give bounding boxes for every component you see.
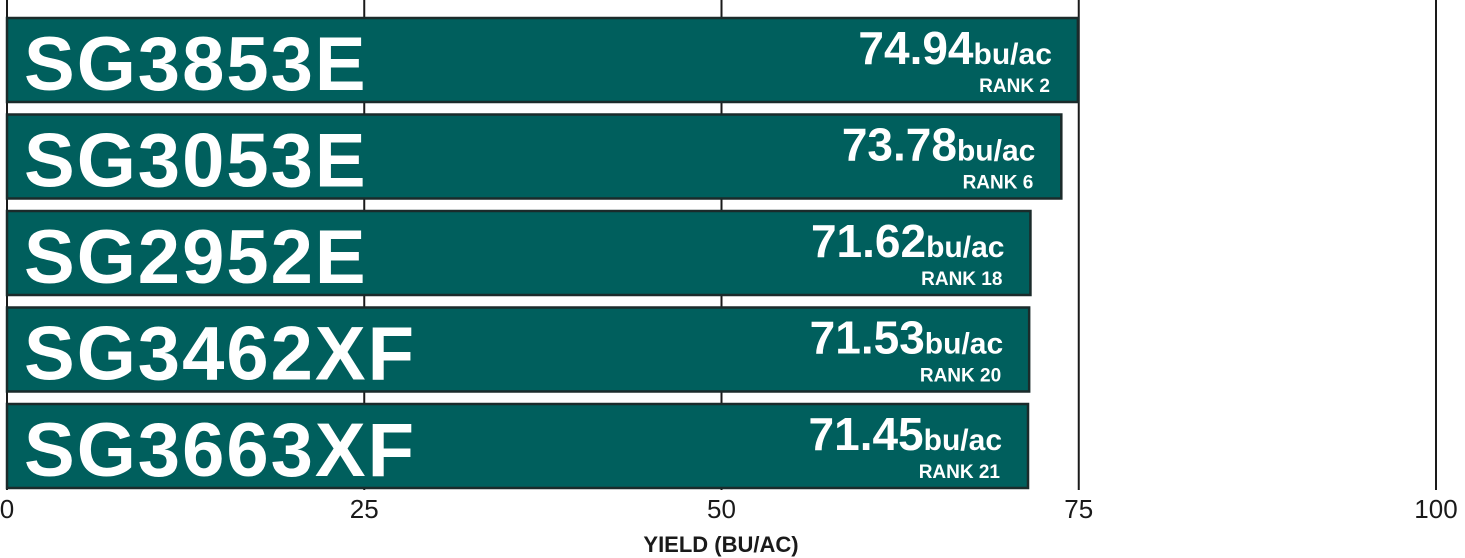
value-number: 71.45 <box>809 408 924 460</box>
value-label: 71.45bu/ac <box>809 408 1002 460</box>
x-tick-label: 75 <box>1064 494 1093 524</box>
value-number: 71.53 <box>810 312 925 364</box>
value-number: 71.62 <box>811 215 926 267</box>
bar <box>5 209 1032 297</box>
rank-label: RANK 2 <box>979 76 1050 97</box>
category-label: SG3462XF <box>24 312 416 397</box>
bar <box>5 16 1080 104</box>
value-label: 73.78bu/ac <box>842 119 1035 171</box>
value-number: 74.94 <box>858 22 974 74</box>
category-label: SG3663XF <box>24 408 416 493</box>
x-tick-label: 0 <box>0 494 14 524</box>
value-unit: bu/ac <box>924 424 1002 457</box>
rank-label: RANK 21 <box>919 462 1001 483</box>
rank-label: RANK 20 <box>920 366 1001 387</box>
x-axis-label: YIELD (BU/AC) <box>643 532 798 557</box>
category-label: SG3053E <box>24 119 368 204</box>
value-unit: bu/ac <box>926 231 1004 264</box>
bar <box>5 306 1031 393</box>
value-number: 73.78 <box>842 119 957 171</box>
bar <box>5 113 1063 200</box>
value-label: 71.53bu/ac <box>810 312 1003 364</box>
value-unit: bu/ac <box>925 328 1003 361</box>
value-label: 71.62bu/ac <box>811 215 1004 267</box>
value-label: 74.94bu/ac <box>858 22 1051 74</box>
bar <box>5 402 1030 490</box>
category-label: SG2952E <box>24 215 368 300</box>
value-unit: bu/ac <box>957 135 1035 168</box>
rank-label: RANK 18 <box>921 269 1002 290</box>
rank-label: RANK 6 <box>963 173 1034 194</box>
x-tick-label: 100 <box>1414 494 1457 524</box>
x-tick-label: 25 <box>350 494 379 524</box>
value-unit: bu/ac <box>974 38 1052 71</box>
category-label: SG3853E <box>24 22 368 107</box>
x-tick-label: 50 <box>707 494 736 524</box>
